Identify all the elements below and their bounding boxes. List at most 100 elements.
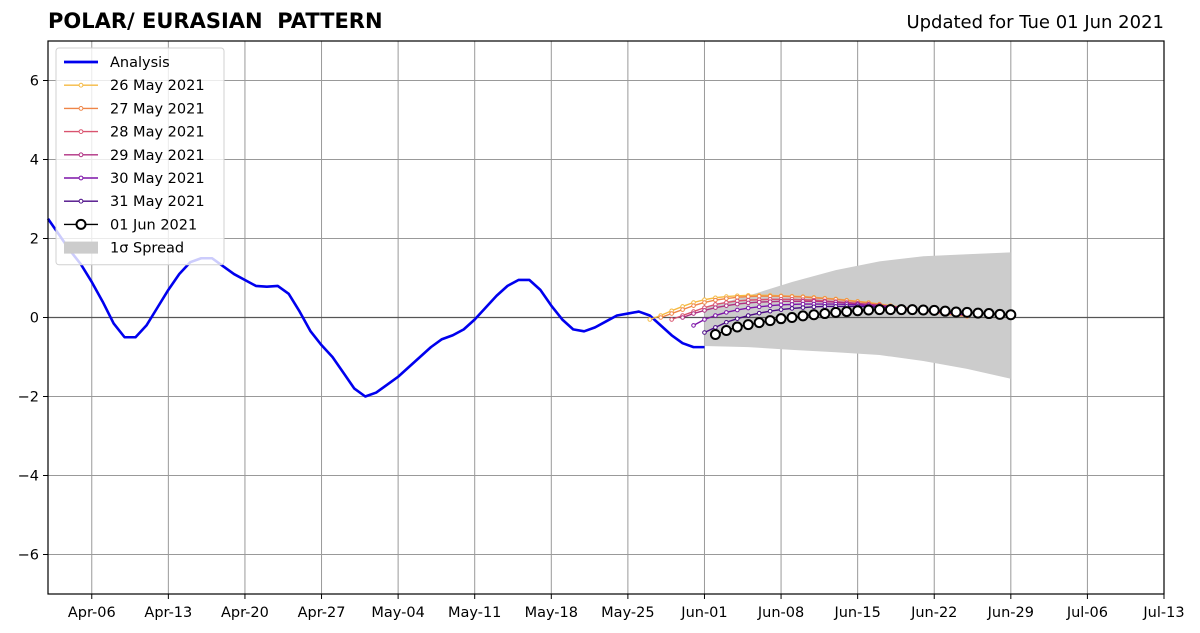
forecast-point	[724, 319, 729, 325]
legend-marker	[78, 152, 84, 158]
legend-label: 26 May 2021	[110, 78, 205, 94]
forecast-point	[713, 325, 718, 330]
forecast-point	[822, 304, 828, 309]
legend-label: 01 Jun 2021	[110, 217, 197, 233]
x-tick-label: Jun-01	[680, 605, 727, 621]
y-tick-label: 2	[30, 232, 39, 248]
forecast-point	[734, 307, 740, 313]
forecast-point	[691, 303, 696, 308]
legend-marker	[78, 198, 84, 204]
forecast-point	[702, 317, 707, 322]
latest-forecast-point	[874, 304, 886, 316]
x-tick-label: May-25	[601, 605, 654, 621]
latest-forecast-point	[709, 328, 721, 340]
forecast-point	[800, 305, 806, 310]
forecast-point	[756, 299, 762, 305]
y-tick-label: −6	[18, 548, 39, 564]
forecast-point	[745, 313, 751, 318]
forecast-point	[724, 303, 729, 308]
forecast-point	[658, 315, 664, 320]
chart-title: POLAR/ EURASIAN PATTERN	[48, 9, 383, 33]
legend-label: 28 May 2021	[110, 125, 205, 141]
forecast-point	[767, 299, 773, 305]
forecast-point	[789, 302, 795, 307]
forecast-point	[778, 307, 784, 312]
forecast-point	[734, 316, 740, 321]
x-tick-label: Jul-06	[1066, 605, 1108, 621]
latest-forecast-point	[961, 306, 973, 318]
forecast-point	[713, 305, 718, 310]
forecast-point	[713, 313, 718, 318]
latest-forecast-point	[884, 304, 896, 316]
forecast-point	[756, 310, 762, 316]
latest-forecast-point	[950, 306, 962, 318]
forecast-point	[702, 308, 707, 313]
latest-forecast-point	[906, 304, 918, 316]
legend: Analysis 26 May 2021 27 May 2021 28 May 202…	[55, 47, 225, 266]
forecast-point	[680, 315, 685, 320]
latest-forecast-point	[895, 304, 907, 316]
latest-forecast-point	[983, 308, 995, 320]
latest-forecast-point	[753, 317, 765, 329]
x-tick-label: May-18	[525, 605, 578, 621]
forecast-point	[767, 303, 773, 308]
forecast-point	[745, 300, 751, 306]
forecast-point	[734, 301, 740, 307]
legend-box	[55, 47, 225, 266]
x-tick-label: Jun-29	[987, 605, 1034, 621]
forecast-point	[756, 304, 762, 310]
latest-forecast-point	[786, 312, 798, 323]
y-axis-ticks: −6 −4 −2 0 2 4 6	[18, 74, 48, 564]
legend-marker	[75, 218, 87, 230]
forecast-point	[691, 311, 696, 316]
y-tick-label: −2	[18, 390, 39, 406]
y-tick-label: 4	[30, 153, 39, 169]
x-tick-label: Jul-13	[1142, 605, 1184, 621]
latest-forecast-point	[819, 308, 831, 320]
legend-label: Analysis	[110, 55, 170, 71]
latest-forecast-point	[742, 319, 754, 331]
forecast-point	[669, 317, 674, 322]
x-tick-label: May-11	[448, 605, 501, 621]
legend-marker	[78, 175, 84, 181]
latest-forecast-point	[797, 310, 809, 322]
latest-forecast-point	[852, 305, 864, 317]
legend-label: 1σ Spread	[110, 241, 184, 257]
forecast-point	[702, 330, 707, 335]
forecast-point	[745, 305, 751, 311]
forecast-point	[691, 323, 696, 328]
legend-label: 30 May 2021	[110, 171, 205, 187]
forecast-point	[680, 307, 685, 312]
forecast-point	[767, 308, 773, 314]
latest-forecast-point	[764, 315, 776, 327]
latest-forecast-point	[1005, 309, 1017, 321]
y-tick-label: 6	[30, 74, 39, 90]
series-lines	[46, 218, 1017, 398]
legend-swatch	[64, 241, 98, 254]
analysis-line	[46, 218, 705, 398]
legend-marker	[78, 82, 84, 88]
latest-forecast-point	[917, 304, 929, 316]
x-tick-label: Apr-06	[68, 605, 116, 621]
x-axis-ticks: Apr-06 Apr-13 Apr-20 Apr-27 May-04 May-11 May-…	[68, 594, 1185, 621]
latest-forecast-point	[939, 305, 951, 317]
forecast-point	[669, 311, 674, 316]
latest-forecast-point	[972, 307, 984, 319]
forecast-point	[702, 300, 707, 305]
chart-subtitle: Updated for Tue 01 Jun 2021	[906, 12, 1164, 33]
latest-forecast-point	[863, 304, 875, 316]
forecast-point	[713, 297, 718, 303]
forecast-point	[789, 306, 795, 311]
x-tick-label: Apr-20	[221, 605, 269, 621]
x-tick-label: Apr-27	[298, 605, 346, 621]
latest-forecast-point	[928, 304, 940, 316]
forecast-point	[724, 296, 729, 301]
legend-label: 31 May 2021	[110, 194, 205, 210]
x-tick-label: May-04	[371, 605, 424, 621]
latest-forecast-point	[731, 321, 743, 333]
legend-label: 29 May 2021	[110, 148, 205, 164]
latest-forecast-point	[841, 306, 853, 318]
y-tick-label: −4	[18, 469, 39, 485]
x-tick-label: Jun-08	[757, 605, 804, 621]
